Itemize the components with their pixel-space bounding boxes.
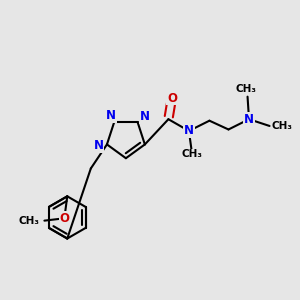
Text: N: N [184, 124, 194, 137]
Text: N: N [140, 110, 150, 123]
Text: N: N [106, 109, 116, 122]
Text: CH₃: CH₃ [236, 84, 256, 94]
Text: CH₃: CH₃ [18, 216, 39, 226]
Text: CH₃: CH₃ [182, 149, 203, 159]
Text: N: N [244, 113, 254, 126]
Text: CH₃: CH₃ [272, 121, 293, 131]
Text: O: O [59, 212, 69, 225]
Text: O: O [167, 92, 177, 105]
Text: N: N [94, 140, 104, 152]
